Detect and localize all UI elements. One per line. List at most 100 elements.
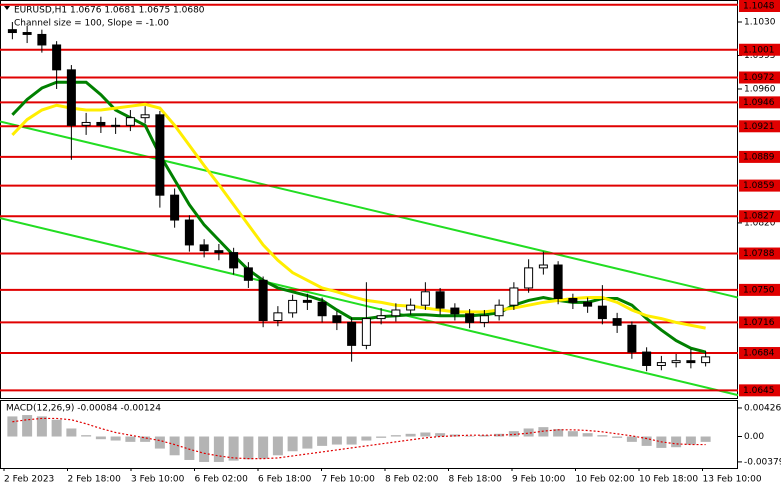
- candle-body: [420, 291, 430, 306]
- macd-bar: [700, 436, 711, 442]
- macd-tick-label: -0.00379: [744, 457, 781, 467]
- macd-bar: [376, 436, 387, 438]
- level-label: 1.1048: [743, 2, 775, 12]
- x-tick-label: 13 Feb 10:00: [703, 475, 762, 485]
- candle-body: [494, 304, 504, 317]
- macd-bar: [81, 435, 92, 437]
- macd-bar: [243, 436, 254, 460]
- macd-bar: [272, 436, 283, 456]
- candle-body: [7, 29, 17, 34]
- macd-bar: [51, 419, 62, 437]
- x-tick-label: 10 Feb 18:00: [639, 475, 698, 485]
- menu-icon: [4, 6, 10, 10]
- candle-body: [66, 69, 76, 126]
- level-label-box: [739, 0, 780, 12]
- macd-bar: [464, 435, 475, 437]
- level-label: 1.0645: [743, 386, 775, 396]
- candle-body: [553, 264, 563, 300]
- macd-bar: [626, 436, 637, 442]
- candle-body: [538, 264, 548, 269]
- candle-body: [686, 360, 696, 364]
- y-tick-label: 1.0820: [744, 218, 776, 228]
- macd-bar: [110, 436, 121, 441]
- candle-body: [671, 360, 681, 364]
- macd-label: MACD(12,26,9) -0.00084 -0.00124: [6, 404, 161, 414]
- level-label-box: [739, 283, 780, 296]
- macd-bar: [538, 427, 549, 437]
- candle-body: [612, 318, 622, 326]
- level-label: 1.0946: [743, 98, 775, 108]
- y-tick-label: 1.0960: [744, 84, 776, 94]
- macd-bar: [685, 436, 696, 445]
- level-label-box: [739, 210, 780, 223]
- candle-body: [347, 321, 357, 346]
- macd-bar: [508, 431, 519, 437]
- macd-tick-label: 0.00: [744, 432, 764, 442]
- x-tick-label: 6 Feb 18:00: [258, 475, 312, 485]
- level-label: 1.0827: [743, 212, 775, 222]
- candle-body: [302, 299, 312, 303]
- level-label-box: [739, 150, 780, 163]
- macd-bar: [582, 433, 593, 437]
- macd-bar: [140, 436, 151, 442]
- candle-body: [199, 244, 209, 252]
- candle-body: [391, 309, 401, 317]
- candle-body: [184, 219, 194, 246]
- x-tick-label: 10 Feb 02:00: [576, 475, 635, 485]
- candle-body: [642, 351, 652, 366]
- macd-bar: [154, 436, 165, 449]
- macd-bar: [184, 436, 195, 460]
- y-tick-label: 1.0995: [744, 51, 776, 61]
- level-label: 1.0921: [743, 122, 775, 132]
- x-tick-label: 8 Feb 18:00: [449, 475, 503, 485]
- candle-body: [376, 315, 386, 320]
- candle-body: [125, 117, 135, 126]
- candle-body: [155, 114, 165, 196]
- macd-bar: [287, 436, 298, 452]
- level-label-box: [739, 120, 780, 133]
- macd-bar: [169, 436, 180, 456]
- macd-signal: [12, 417, 706, 460]
- x-tick-label: 7 Feb 10:00: [322, 475, 376, 485]
- candle-body: [81, 121, 91, 126]
- level-label-box: [739, 384, 780, 397]
- x-tick-label: 2 Feb 18:00: [68, 475, 122, 485]
- candle-body: [361, 318, 371, 346]
- level-label: 1.0716: [743, 318, 775, 328]
- macd-bar: [435, 433, 446, 437]
- candle-body: [524, 267, 534, 289]
- candle-body: [52, 44, 62, 71]
- candle-body: [479, 315, 489, 323]
- level-label: 1.0750: [743, 285, 775, 295]
- x-tick-label: 8 Feb 02:00: [385, 475, 439, 485]
- candle-body: [229, 252, 239, 269]
- level-label: 1.1001: [743, 45, 775, 55]
- x-tick-label: 3 Feb 10:00: [131, 475, 185, 485]
- macd-bar: [612, 436, 623, 438]
- macd-bar: [479, 435, 490, 437]
- macd-bar: [199, 436, 210, 462]
- macd-bar: [641, 436, 652, 446]
- candle-body: [701, 356, 711, 364]
- macd-bar: [405, 433, 416, 437]
- macd-bar: [228, 436, 239, 461]
- macd-bar: [22, 415, 33, 437]
- macd-bar: [302, 436, 313, 449]
- candle-body: [22, 32, 32, 35]
- candle-body: [214, 250, 224, 254]
- level-label: 1.0859: [743, 181, 775, 191]
- level-label-box: [739, 43, 780, 56]
- candle-body: [111, 124, 121, 127]
- macd-bar: [125, 436, 136, 442]
- level-label: 1.0788: [743, 249, 775, 259]
- candle-body: [465, 313, 475, 323]
- macd-bar: [390, 435, 401, 437]
- candle-body: [243, 267, 253, 281]
- candle-body: [627, 324, 637, 353]
- level-label-box: [739, 71, 780, 84]
- level-label-box: [739, 347, 780, 360]
- macd-bar: [258, 436, 269, 459]
- candle-body: [288, 299, 298, 314]
- channel-line: [0, 120, 739, 299]
